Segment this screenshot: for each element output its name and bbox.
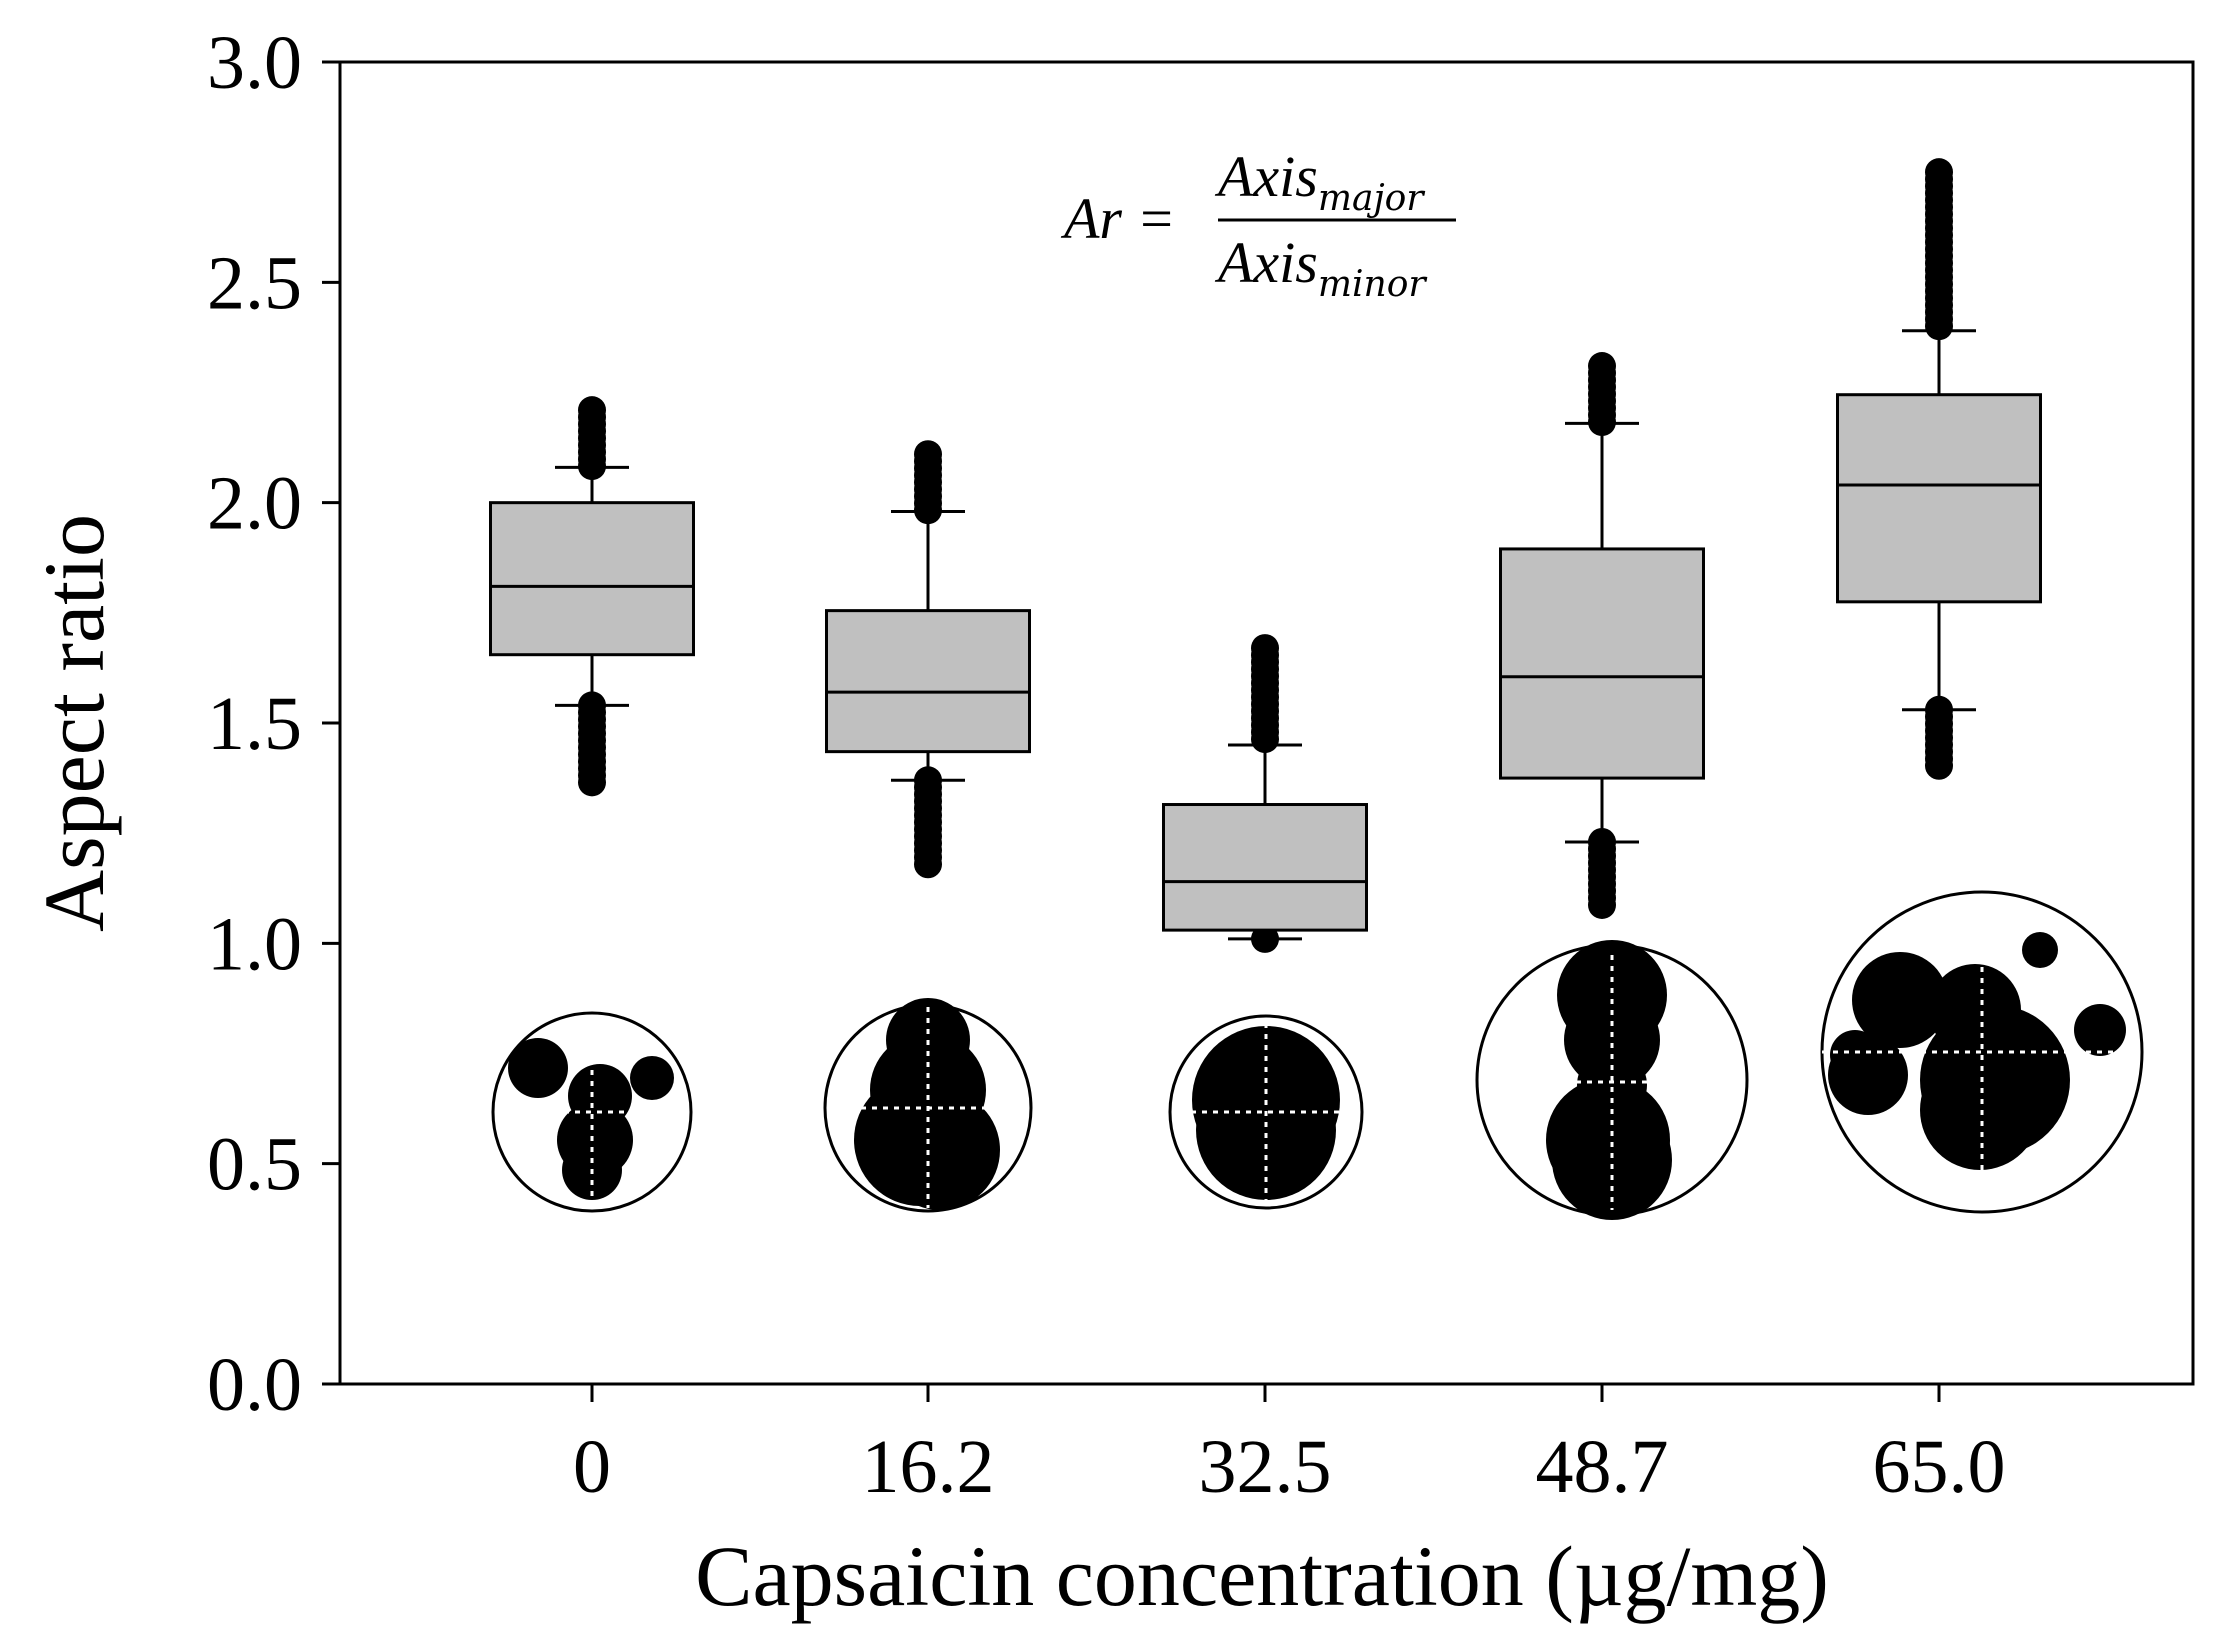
y-axis: 0.0 0.5 1.0 1.5 2.0 2.5 3.0 [207, 21, 340, 1427]
formula-numerator-sub: major [1318, 178, 1425, 219]
cell-body [630, 1056, 674, 1100]
outlier-point [914, 850, 942, 879]
outliers-high-4 [1925, 158, 1953, 341]
formula-lhs: Ar = [1060, 186, 1176, 251]
y-tick-label-5: 2.5 [207, 241, 302, 325]
outliers-low-1 [914, 766, 942, 879]
cell-shape-4 [1820, 890, 2144, 1214]
x-tick-label-0: 0 [573, 1425, 611, 1509]
outlier-point [1588, 890, 1616, 919]
x-tick-label-2: 32.5 [1199, 1425, 1332, 1509]
box-0 [489, 396, 695, 797]
cell-body [508, 1038, 568, 1098]
y-tick-label-2: 1.0 [207, 902, 302, 986]
cell-shape-1 [823, 998, 1033, 1213]
cell-body [1552, 1100, 1672, 1220]
cell-illustrations [491, 890, 2144, 1220]
formula-denominator: Axisminor [1214, 230, 1427, 305]
outliers-low-3 [1588, 827, 1616, 919]
cell-body [1830, 1030, 1880, 1080]
x-tick-label-1: 16.2 [862, 1425, 995, 1509]
y-tick-label-3: 1.5 [207, 682, 302, 766]
y-tick-label-1: 0.5 [207, 1123, 302, 1207]
box-1 [825, 440, 1031, 879]
box-body-4 [1836, 393, 2042, 604]
formula-numerator-base: Axis [1214, 144, 1318, 209]
box-body-2 [1162, 803, 1368, 932]
cell-shape-2 [1168, 1014, 1364, 1210]
cell-body [1852, 952, 1948, 1048]
aspect-ratio-formula: Ar = Axismajor Axisminor [1060, 144, 1456, 305]
y-tick-label-0: 0.0 [207, 1343, 302, 1427]
cell-shape-0 [491, 1011, 693, 1213]
box-2 [1162, 634, 1368, 953]
outliers-low-0 [578, 691, 606, 797]
x-axis: 0 16.2 32.5 48.7 65.0 [573, 1384, 2006, 1509]
outlier-point [1925, 312, 1953, 341]
formula-denominator-sub: minor [1318, 264, 1428, 305]
x-tick-label-3: 48.7 [1536, 1425, 1669, 1509]
outliers-low-4 [1925, 695, 1953, 780]
y-tick-label-6: 3.0 [207, 21, 302, 105]
box-4 [1836, 158, 2042, 780]
cell-body [1920, 1050, 2040, 1170]
cell-shape-3 [1475, 940, 1749, 1220]
cell-body [2022, 932, 2058, 968]
formula-numerator: Axismajor [1214, 144, 1425, 219]
cell-body [1196, 1060, 1336, 1200]
box-series [489, 158, 2042, 953]
box-3 [1499, 352, 1705, 919]
x-axis-title: Capsaicin concentration (µg/mg) [695, 1528, 1829, 1624]
box-body-1 [825, 609, 1031, 754]
outlier-point [578, 768, 606, 797]
cell-body [880, 1090, 1000, 1210]
outlier-point [1925, 751, 1953, 780]
cell-body [2074, 1004, 2126, 1056]
y-axis-title: Aspect ratio [26, 514, 122, 932]
box-body-0 [489, 501, 695, 657]
formula-denominator-base: Axis [1214, 230, 1318, 295]
box-body-3 [1499, 547, 1705, 780]
outliers-high-2 [1251, 634, 1279, 754]
x-tick-label-4: 65.0 [1873, 1425, 2006, 1509]
y-tick-label-4: 2.0 [207, 462, 302, 546]
